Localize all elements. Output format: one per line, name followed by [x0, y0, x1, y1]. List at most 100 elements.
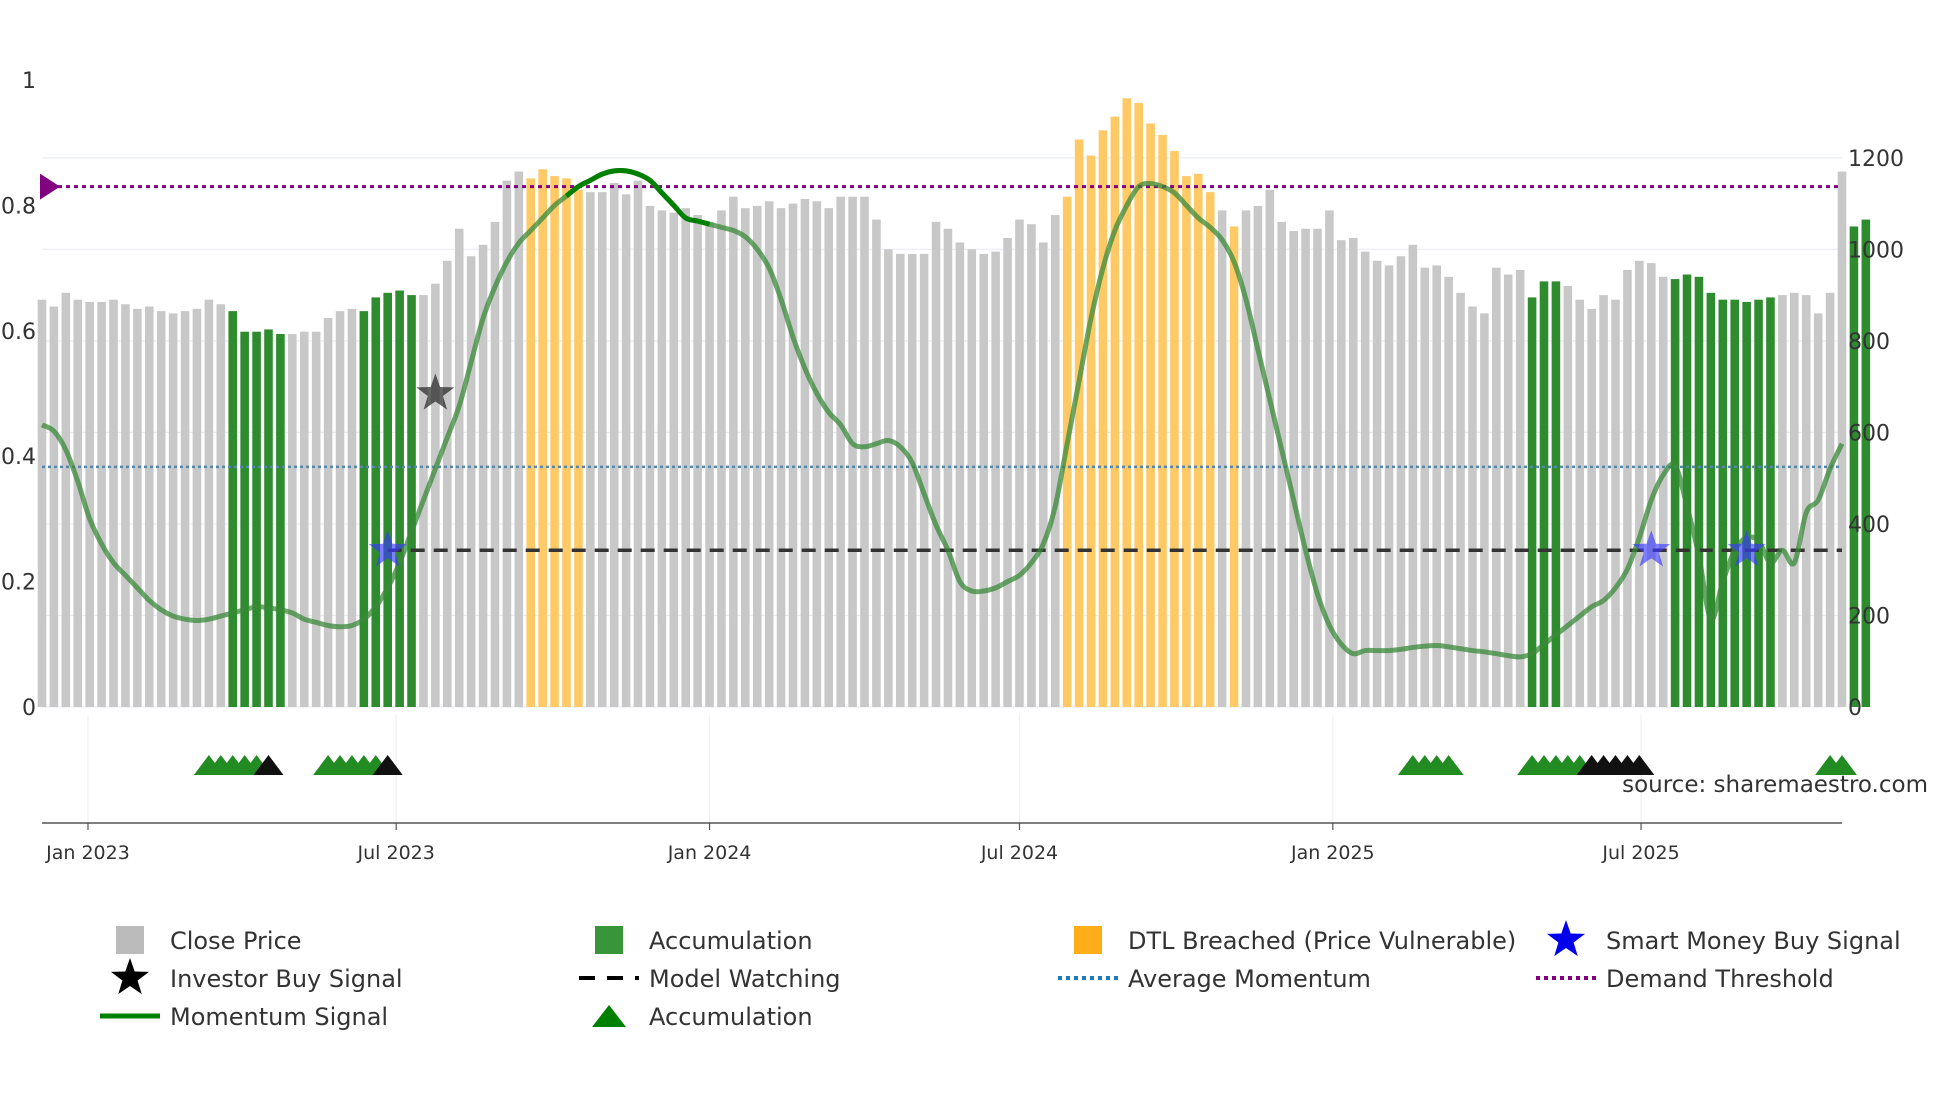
close-price-bar — [1384, 265, 1394, 707]
price-bars — [37, 98, 1871, 708]
right-axis-tick-label: 1000 — [1848, 238, 1904, 263]
close-price-bar — [895, 253, 905, 707]
close-price-bar — [979, 253, 989, 707]
close-price-bar — [1039, 242, 1048, 707]
close-price-bar — [1027, 224, 1036, 707]
close-price-bar — [955, 242, 965, 707]
close-price-bar — [61, 292, 71, 707]
accumulation-bar — [228, 311, 238, 707]
close-price-bar — [514, 171, 524, 708]
close-price-bar — [49, 306, 59, 707]
accumulation-bar — [1527, 297, 1537, 707]
accumulation-triangle-dark — [372, 755, 403, 775]
close-price-bar — [1301, 228, 1310, 707]
x-axis-tick-label: Jan 2025 — [1290, 842, 1375, 864]
close-price-bar — [431, 283, 440, 707]
accumulation-triangle-dark — [1624, 755, 1655, 775]
close-price-bar — [788, 203, 798, 707]
legend-label: Accumulation — [649, 1003, 813, 1031]
axes: 0 0.2 0.4 0.6 0.8 1 0 200 400 600 800 1000 1200 Jan 2… — [1, 69, 1904, 864]
dtl-breached-bar — [1194, 173, 1203, 707]
accumulation-bar — [1754, 299, 1763, 707]
close-price-bar — [657, 210, 667, 707]
legend-label: Model Watching — [649, 965, 841, 993]
close-price-bar — [943, 228, 953, 707]
legend-label: DTL Breached (Price Vulnerable) — [1128, 927, 1516, 955]
legend: Close Price Accumulation DTL Breached (Pri… — [100, 920, 1901, 1031]
close-price-bar — [180, 311, 190, 707]
close-price-bar — [1575, 299, 1585, 707]
accumulation-bar — [264, 329, 273, 707]
close-price-bar — [860, 196, 869, 707]
close-price-bar — [121, 304, 130, 707]
close-price-bar — [1456, 292, 1465, 707]
close-price-bar — [1372, 260, 1382, 707]
close-price-bar — [991, 251, 1000, 707]
right-axis-tick-label: 800 — [1848, 330, 1890, 355]
close-price-bar — [311, 331, 321, 707]
close-price-bar — [1646, 263, 1656, 707]
dtl-breached-bar — [1086, 155, 1096, 708]
accumulation-bar — [1539, 281, 1549, 707]
right-axis-tick-label: 0 — [1848, 696, 1862, 721]
dtl-breached-bar — [1158, 134, 1167, 708]
close-price-bar — [1503, 274, 1513, 707]
legend-label: Accumulation — [649, 927, 813, 955]
close-price-bar — [443, 260, 452, 707]
close-price-bar — [109, 299, 118, 707]
close-price-bar — [323, 317, 333, 707]
close-price-bar — [1313, 228, 1322, 707]
close-price-bar — [204, 299, 214, 707]
momentum-line — [40, 168, 1845, 660]
accumulation-bar — [240, 331, 249, 707]
close-price-bar — [693, 215, 702, 707]
close-price-bar — [73, 299, 83, 707]
legend-swatch-square — [1074, 926, 1102, 954]
close-price-bar — [144, 306, 154, 707]
right-axis-tick-label: 200 — [1848, 604, 1890, 629]
close-price-bar — [848, 196, 857, 707]
close-price-bar — [1623, 269, 1632, 707]
close-price-bar — [1420, 267, 1430, 707]
accumulation-bar — [1730, 299, 1740, 707]
close-price-bar — [776, 208, 786, 707]
close-price-bar — [1015, 219, 1024, 707]
accumulation-triangle — [1433, 755, 1464, 775]
close-price-bar — [133, 308, 142, 707]
close-price-bar — [824, 208, 834, 707]
close-price-bar — [800, 198, 810, 707]
close-price-bar — [669, 212, 679, 707]
close-price-bar — [1444, 276, 1453, 707]
dtl-breached-bar — [1170, 150, 1179, 707]
legend-swatch-triangle — [592, 1005, 626, 1027]
close-price-bar — [907, 253, 917, 707]
legend-label: Average Momentum — [1128, 965, 1371, 993]
dtl-breached-bar — [562, 178, 571, 707]
legend-label: Smart Money Buy Signal — [1606, 927, 1901, 955]
left-axis-tick-label: 0.4 — [1, 445, 36, 470]
close-price-bar — [288, 334, 297, 707]
close-price-bar — [1217, 210, 1227, 707]
legend-label: Momentum Signal — [170, 1003, 388, 1031]
close-price-bar — [597, 192, 607, 707]
close-price-bar — [645, 205, 655, 707]
close-price-bar — [156, 311, 166, 707]
close-price-bar — [681, 208, 690, 707]
close-price-bar — [1587, 308, 1596, 707]
legend-label: Investor Buy Signal — [170, 965, 403, 993]
close-price-bar — [299, 331, 309, 707]
close-price-bar — [1241, 210, 1251, 707]
accumulation-bar — [1718, 299, 1728, 707]
close-price-bar — [764, 201, 774, 708]
accumulation-markers — [193, 755, 1857, 775]
close-price-bar — [1563, 285, 1573, 707]
accumulation-bar — [1551, 281, 1561, 707]
close-price-bar — [1837, 171, 1847, 708]
close-price-bar — [1325, 210, 1334, 707]
x-axis-tick-label: Jul 2025 — [1601, 842, 1679, 864]
x-axis-tick-label: Jan 2023 — [45, 842, 130, 864]
close-price-bar — [621, 194, 631, 707]
close-price-bar — [1360, 251, 1370, 707]
dtl-breached-bar — [1182, 176, 1191, 707]
smart-money-buy-star — [1632, 530, 1671, 567]
